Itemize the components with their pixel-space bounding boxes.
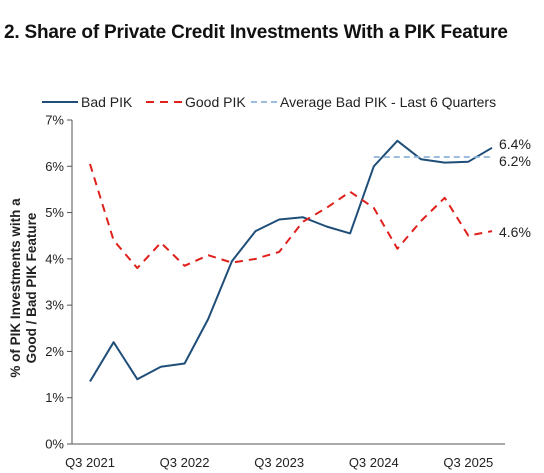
y-tick-label: 4% — [45, 251, 64, 266]
end-labels: 6.4%6.2% 4.6% — [499, 136, 531, 240]
legend-label: Good PIK — [185, 94, 246, 110]
y-axis-label: % of PIK Investments with a Good / Bad PI… — [8, 198, 39, 378]
end-label: 6.4% — [499, 136, 531, 152]
y-tick-label: 0% — [45, 437, 64, 452]
series-layer — [89, 139, 493, 383]
end-label: 6.2% — [499, 153, 531, 169]
series-line-good-pik — [89, 163, 493, 270]
x-tick-label: Q3 2022 — [160, 455, 210, 470]
legend-label: Bad PIK — [81, 94, 133, 110]
end-label: 4.6% — [499, 224, 531, 240]
y-tick-label: 6% — [45, 159, 64, 174]
y-tick-label: 5% — [45, 205, 64, 220]
y-tick-label: 3% — [45, 298, 64, 313]
series-line-bad-pik — [89, 139, 493, 383]
x-tick-label: Q3 2024 — [349, 455, 399, 470]
chart-title: 2. Share of Private Credit Investments W… — [4, 22, 508, 43]
y-tick-label: 7% — [45, 113, 64, 128]
x-tick-label: Q3 2021 — [65, 455, 115, 470]
y-tick-label: 2% — [45, 344, 64, 359]
y-tick-label: 1% — [45, 390, 64, 405]
y-axis-label-line: Good / Bad PIK Feature — [24, 212, 39, 363]
y-axis-label-line: % of PIK Investments with a — [8, 198, 23, 378]
x-tick-label: Q3 2025 — [443, 455, 493, 470]
legend: Bad PIK Good PIK Average Bad PIK - Last 6 … — [42, 94, 496, 110]
x-tick-label: Q3 2023 — [254, 455, 304, 470]
axes: 0% 1% 2% 3% 4% 5% 6% 7% Q3 2021 Q3 2022 Q3 2023 Q3 … — [45, 113, 505, 470]
legend-label: Average Bad PIK - Last 6 Quarters — [280, 94, 496, 110]
